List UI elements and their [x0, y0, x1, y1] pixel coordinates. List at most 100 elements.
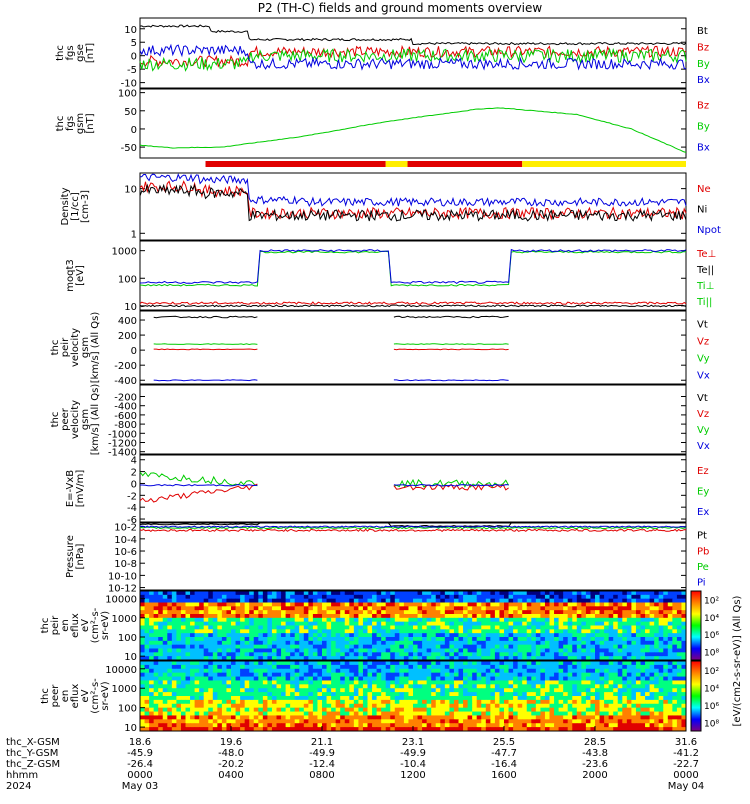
heatmap-cell — [463, 621, 469, 626]
heatmap-cell — [271, 598, 277, 603]
heatmap-cell — [258, 602, 264, 607]
heatmap-cell — [180, 703, 186, 709]
heatmap-cell — [413, 664, 419, 670]
heatmap-cell — [572, 629, 578, 634]
heatmap-cell — [372, 727, 378, 732]
heatmap-cell — [176, 699, 182, 705]
heatmap-cell — [208, 661, 214, 666]
y-tick-label: 10-12 — [108, 584, 137, 595]
heatmap-cell — [403, 648, 409, 653]
heatmap-cell — [663, 672, 669, 678]
heatmap-cell — [444, 680, 450, 685]
heatmap-cell — [322, 656, 328, 661]
heatmap-cell — [654, 621, 660, 626]
heatmap-cell — [394, 707, 400, 713]
heatmap-cell — [221, 727, 227, 732]
heatmap-cell — [221, 625, 227, 630]
heatmap-cell — [681, 598, 687, 603]
heatmap-cell — [271, 699, 277, 705]
heatmap-cell — [408, 644, 414, 649]
heatmap-cell — [617, 640, 623, 646]
heatmap-cell — [149, 664, 155, 670]
heatmap-cell — [326, 656, 332, 661]
heatmap-cell — [576, 640, 582, 646]
heatmap-cell — [381, 602, 387, 607]
heatmap-cell — [276, 668, 282, 674]
heatmap-cell — [681, 625, 687, 630]
heatmap-cell — [217, 594, 223, 600]
heatmap-cell — [317, 711, 323, 716]
heatmap-cell — [176, 633, 182, 638]
heatmap-cell — [613, 715, 619, 720]
heatmap-cell — [244, 715, 250, 720]
heatmap-cell — [599, 621, 605, 626]
heatmap-cell — [376, 711, 382, 716]
heatmap-cell — [372, 696, 378, 701]
heatmap-cell — [472, 625, 478, 630]
heatmap-cell — [440, 637, 446, 642]
heatmap-cell — [622, 644, 628, 649]
heatmap-cell — [490, 640, 496, 646]
heatmap-cell — [376, 614, 382, 619]
heatmap-cell — [144, 711, 150, 716]
heatmap-cell — [335, 633, 341, 638]
heatmap-cell — [322, 661, 328, 666]
heatmap-cell — [667, 688, 673, 693]
heatmap-cell — [517, 621, 523, 626]
y-tick-label: 0 — [131, 52, 137, 63]
heatmap-cell — [485, 703, 491, 709]
heatmap-cell — [485, 606, 491, 611]
heatmap-cell — [463, 629, 469, 634]
heatmap-cell — [595, 696, 601, 701]
y-tick-label: 10 — [124, 25, 137, 36]
heatmap-cell — [303, 661, 309, 666]
heatmap-cell — [581, 696, 587, 701]
heatmap-cell — [417, 703, 423, 709]
heatmap-cell — [540, 602, 546, 607]
heatmap-cell — [153, 707, 159, 713]
heatmap-cell — [253, 676, 259, 681]
heatmap-cell — [253, 594, 259, 600]
heatmap-cell — [221, 591, 227, 596]
heatmap-cell — [540, 696, 546, 701]
heatmap-cell — [367, 680, 373, 685]
heatmap-cell — [390, 606, 396, 611]
heatmap-cell — [335, 598, 341, 603]
heatmap-cell — [367, 633, 373, 638]
heatmap-cell — [640, 621, 646, 626]
heatmap-cell — [340, 594, 346, 600]
y-axis-label: en — [60, 619, 71, 632]
heatmap-cell — [231, 621, 237, 626]
heatmap-cell — [240, 602, 246, 607]
heatmap-cell — [235, 644, 241, 649]
legend-pi: Pi — [697, 577, 706, 588]
heatmap-cell — [322, 637, 328, 642]
heatmap-cell — [672, 680, 678, 685]
heatmap-cell — [194, 640, 200, 646]
heatmap-cell — [417, 648, 423, 653]
heatmap-cell — [176, 598, 182, 603]
heatmap-cell — [235, 711, 241, 716]
heatmap-cell — [426, 633, 432, 638]
heatmap-cell — [231, 684, 237, 689]
heatmap-cell — [390, 617, 396, 623]
heatmap-cell — [385, 680, 391, 685]
heatmap-cell — [281, 696, 287, 701]
heatmap-cell — [667, 692, 673, 697]
heatmap-cell — [444, 684, 450, 689]
heatmap-cell — [458, 692, 464, 697]
heatmap-cell — [672, 719, 678, 724]
heatmap-cell — [485, 719, 491, 724]
heatmap-cell — [376, 629, 382, 634]
heatmap-cell — [240, 723, 246, 728]
heatmap-cell — [258, 719, 264, 724]
heatmap-cell — [381, 594, 387, 600]
heatmap-cell — [162, 610, 168, 615]
heatmap-cell — [467, 672, 473, 678]
heatmap-cell — [567, 664, 573, 670]
heatmap-cell — [540, 707, 546, 713]
heatmap-cell — [458, 684, 464, 689]
heatmap-cell — [476, 699, 482, 705]
heatmap-cell — [649, 676, 655, 681]
